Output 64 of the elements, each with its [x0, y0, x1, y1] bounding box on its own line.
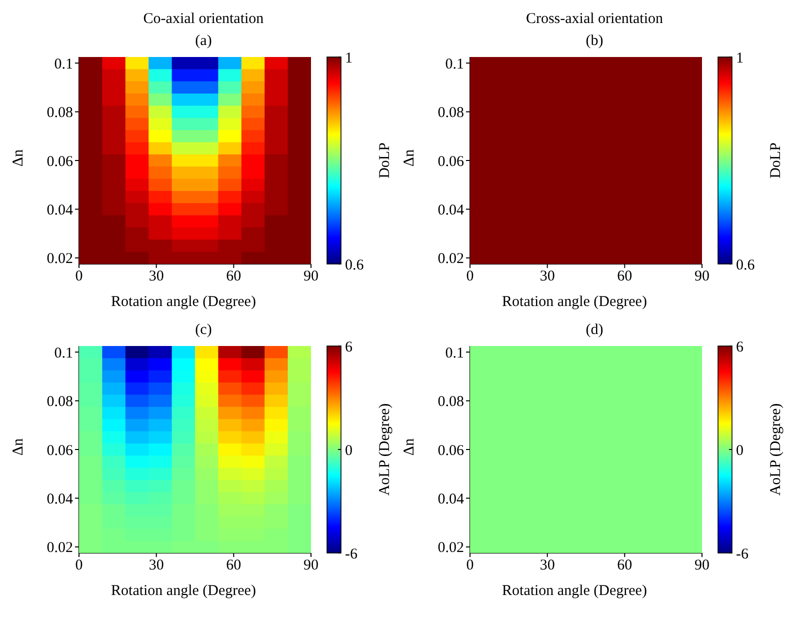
y-tick-label: 0.06 [437, 154, 464, 170]
x-axis-title: Rotation angle (Degree) [502, 582, 647, 601]
x-tick-label: 0 [74, 558, 82, 574]
color-bar-label: 6 [736, 339, 744, 356]
x-tick-label: 90 [694, 558, 709, 574]
x-tick-label: 0 [466, 268, 474, 285]
x-axis-title: Rotation angle (Degree) [111, 293, 256, 312]
y-tick-label: 0.02 [46, 251, 72, 268]
y-tick-label: 0.04 [437, 202, 464, 219]
chart-title: Co-axial orientation [143, 10, 264, 29]
color-bar-label: 0.6 [344, 257, 364, 274]
color-bar-title: AoLP (Degree) [376, 403, 392, 496]
x-tick-label: 30 [539, 558, 554, 574]
y-tick-label: 0.08 [437, 105, 464, 122]
x-tick-label: 60 [616, 558, 632, 574]
y-tick-label: 0.06 [46, 154, 73, 170]
y-axis-title: Δn [10, 149, 28, 167]
y-tick-label: 0.1 [54, 345, 72, 362]
y-tick-label: 0.1 [444, 345, 464, 362]
color-bar-label: 6 [344, 339, 352, 356]
color-bar-label: 1 [344, 50, 352, 66]
chart-title: Cross-axial orientation [526, 10, 664, 29]
y-axis-title: Δn [10, 438, 28, 456]
y-tick-label: 0.06 [437, 442, 464, 459]
x-tick-label: 0 [466, 558, 474, 574]
x-tick-label: 0 [74, 268, 82, 285]
x-tick-label: 90 [303, 268, 318, 285]
chart-subtitle: (b) [586, 32, 604, 51]
y-tick-label: 0.02 [46, 540, 72, 556]
x-tick-label: 60 [616, 268, 632, 285]
x-tick-label: 90 [694, 268, 709, 285]
color-bar-label: -6 [736, 546, 748, 562]
y-tick-label: 0.06 [46, 442, 73, 459]
y-tick-label: 0.08 [46, 394, 72, 410]
y-tick-label: 0.04 [46, 492, 73, 508]
chart-subtitle: (a) [195, 32, 212, 51]
x-tick-label: 30 [148, 558, 164, 574]
color-bar-title: AoLP (Degree) [768, 403, 784, 496]
color-bar-label: 1 [736, 50, 743, 66]
chart-title: (d) [586, 321, 604, 340]
color-bar-label: 0 [736, 442, 743, 459]
color-bar-label: 0.6 [736, 257, 755, 274]
x-tick-label: 60 [226, 268, 241, 285]
y-tick-label: 0.04 [437, 492, 464, 508]
x-tick-label: 30 [539, 268, 554, 285]
x-tick-label: 30 [148, 268, 164, 285]
y-axis-title: Δn [400, 438, 418, 456]
x-tick-label: 90 [303, 558, 318, 574]
x-axis-title: Rotation angle (Degree) [111, 582, 256, 601]
chart-title: (c) [195, 321, 212, 340]
y-tick-label: 0.02 [437, 540, 464, 556]
color-bar-label: 0 [344, 442, 352, 459]
y-tick-label: 0.1 [54, 56, 72, 72]
x-axis-title: Rotation angle (Degree) [502, 293, 647, 312]
y-tick-label: 0.1 [444, 56, 464, 72]
color-bar-label: -6 [344, 546, 358, 562]
y-axis-title: Δn [400, 149, 418, 167]
y-tick-label: 0.08 [437, 394, 464, 410]
color-bar-title: DoLP [376, 142, 392, 178]
y-tick-label: 0.08 [46, 105, 72, 122]
x-tick-label: 60 [226, 558, 241, 574]
y-tick-label: 0.04 [46, 202, 73, 219]
y-tick-label: 0.02 [437, 251, 464, 268]
color-bar-title: DoLP [768, 142, 784, 178]
